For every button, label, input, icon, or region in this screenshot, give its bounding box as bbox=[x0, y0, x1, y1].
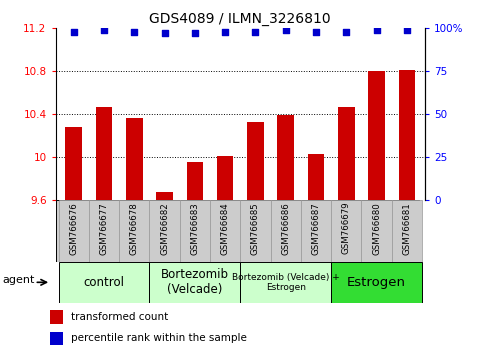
Bar bbox=[247, 122, 264, 200]
Text: GSM766681: GSM766681 bbox=[402, 202, 412, 255]
Text: Bortezomib (Velcade) +
Estrogen: Bortezomib (Velcade) + Estrogen bbox=[232, 273, 340, 292]
Bar bbox=[50, 310, 63, 324]
Bar bbox=[392, 200, 422, 262]
Bar bbox=[58, 200, 89, 262]
Text: percentile rank within the sample: percentile rank within the sample bbox=[71, 333, 246, 343]
Bar bbox=[58, 262, 149, 303]
Bar bbox=[331, 200, 361, 262]
Bar bbox=[119, 200, 149, 262]
Text: GSM766686: GSM766686 bbox=[281, 202, 290, 255]
Bar bbox=[210, 200, 241, 262]
Point bbox=[191, 31, 199, 36]
Bar bbox=[180, 200, 210, 262]
Text: GSM766683: GSM766683 bbox=[190, 202, 199, 255]
Point bbox=[100, 27, 108, 33]
Text: transformed count: transformed count bbox=[71, 312, 168, 322]
Bar bbox=[65, 127, 82, 200]
Bar bbox=[361, 200, 392, 262]
Bar bbox=[217, 156, 233, 200]
Bar bbox=[241, 200, 270, 262]
Bar bbox=[368, 71, 385, 200]
Bar bbox=[156, 193, 173, 200]
Bar bbox=[186, 162, 203, 200]
Text: GSM766687: GSM766687 bbox=[312, 202, 321, 255]
Text: GSM766677: GSM766677 bbox=[99, 202, 109, 255]
Text: GSM766685: GSM766685 bbox=[251, 202, 260, 255]
Bar bbox=[149, 262, 241, 303]
Point bbox=[373, 27, 381, 33]
Text: control: control bbox=[84, 276, 125, 289]
Bar bbox=[398, 70, 415, 200]
Bar bbox=[301, 200, 331, 262]
Bar bbox=[126, 119, 142, 200]
Point bbox=[161, 31, 169, 36]
Title: GDS4089 / ILMN_3226810: GDS4089 / ILMN_3226810 bbox=[149, 12, 331, 26]
Bar bbox=[50, 332, 63, 345]
Text: Bortezomib
(Velcade): Bortezomib (Velcade) bbox=[161, 268, 229, 296]
Point bbox=[252, 29, 259, 35]
Bar bbox=[241, 262, 331, 303]
Text: GSM766684: GSM766684 bbox=[221, 202, 229, 255]
Text: GSM766678: GSM766678 bbox=[130, 202, 139, 255]
Text: Estrogen: Estrogen bbox=[347, 276, 406, 289]
Bar bbox=[331, 262, 422, 303]
Bar bbox=[270, 200, 301, 262]
Text: GSM766682: GSM766682 bbox=[160, 202, 169, 255]
Text: GSM766676: GSM766676 bbox=[69, 202, 78, 255]
Point bbox=[312, 29, 320, 35]
Point bbox=[403, 27, 411, 33]
Bar bbox=[277, 115, 294, 200]
Point bbox=[70, 29, 78, 35]
Point bbox=[342, 29, 350, 35]
Text: agent: agent bbox=[3, 275, 35, 285]
Bar bbox=[96, 107, 113, 200]
Point bbox=[221, 29, 229, 35]
Bar bbox=[338, 107, 355, 200]
Bar bbox=[308, 154, 325, 200]
Point bbox=[282, 27, 290, 33]
Bar bbox=[149, 200, 180, 262]
Text: GSM766679: GSM766679 bbox=[342, 202, 351, 255]
Bar bbox=[89, 200, 119, 262]
Text: GSM766680: GSM766680 bbox=[372, 202, 381, 255]
Point bbox=[130, 29, 138, 35]
